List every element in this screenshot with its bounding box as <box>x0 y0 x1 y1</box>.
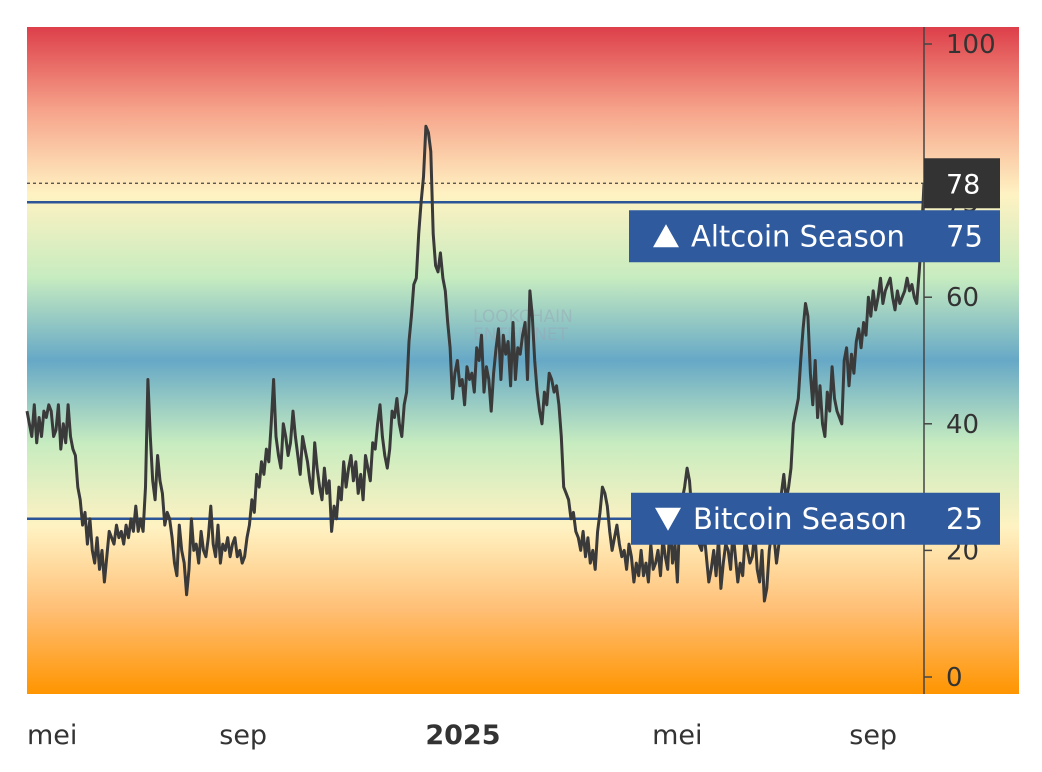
watermark-line-1: LOOKCHAIN <box>473 307 573 327</box>
current-value-badge: 78 <box>924 158 1000 209</box>
triangle-down-icon <box>655 507 681 531</box>
threshold-band-label: Altcoin Season <box>691 219 905 253</box>
threshold-band-altcoin-season: Altcoin Season 75 <box>629 210 1000 263</box>
current-value-label: 78 <box>946 169 980 200</box>
threshold-band-bg <box>631 492 1000 545</box>
threshold-band-value: 75 <box>946 219 983 253</box>
threshold-band-bitcoin-season: Bitcoin Season 25 <box>631 492 1000 545</box>
threshold-band-bg <box>629 210 1000 263</box>
y-tick-label-0: 0 <box>946 663 963 693</box>
threshold-band-label: Bitcoin Season <box>693 502 907 536</box>
x-axis-ticks: mei sep 2025 mei sep <box>27 720 897 751</box>
x-tick-label-4: sep <box>849 720 897 751</box>
triangle-up-icon <box>653 224 679 248</box>
x-tick-label-1: sep <box>219 720 267 751</box>
y-tick-label-100: 100 <box>946 30 996 60</box>
threshold-band-value: 25 <box>946 502 983 536</box>
x-tick-label-2: 2025 <box>425 720 500 751</box>
plot-background <box>27 27 1019 694</box>
current-value-badge-bg <box>924 158 1000 209</box>
threshold-bands: Altcoin Season 75 Bitcoin Season 25 <box>629 210 1000 545</box>
x-tick-label-3: mei <box>652 720 702 751</box>
x-tick-label-0: mei <box>27 720 77 751</box>
y-tick-label-60: 60 <box>946 283 979 313</box>
y-tick-label-40: 40 <box>946 410 979 440</box>
